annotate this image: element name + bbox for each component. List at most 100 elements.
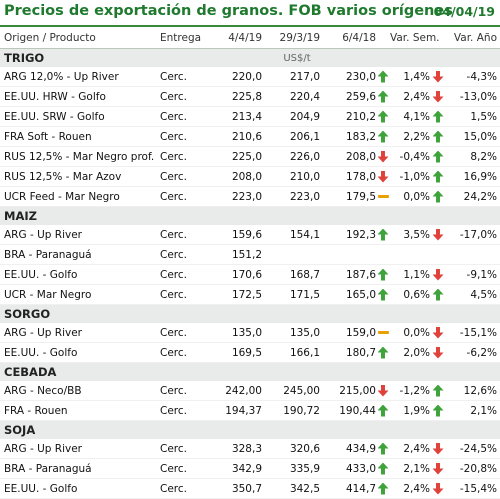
trend-cell <box>430 225 446 245</box>
price-date-3: 433,0 <box>320 458 376 479</box>
price-date-2: 204,9 <box>262 106 320 127</box>
var-week-value: -0,4% <box>390 146 430 167</box>
section-spacer <box>160 206 218 225</box>
up-arrow-icon <box>377 482 389 495</box>
var-year-value: -17,0% <box>446 225 500 245</box>
price-date-3: 414,7 <box>320 478 376 499</box>
trend-cell <box>430 400 446 421</box>
table-row: EE.UU. SRW - Golfo Cerc. 213,4 204,9 210,2 4,… <box>0 106 500 127</box>
table-row: ARG - Up River Cerc. 159,6 154,1 192,3 3,5% -1… <box>0 225 500 245</box>
trend-cell <box>430 284 446 305</box>
section-spacer <box>376 206 500 225</box>
product-name: ARG 12,0% - Up River <box>0 67 160 87</box>
price-date-2: 342,5 <box>262 478 320 499</box>
up-arrow-icon <box>377 70 389 83</box>
trend-cell <box>376 458 390 479</box>
table-row: ARG 12,0% - Up River Cerc. 220,0 217,0 230,0… <box>0 67 500 87</box>
var-year-value: -15,1% <box>446 323 500 343</box>
delivery-value: Cerc. <box>160 323 218 343</box>
section-name: SORGO <box>0 304 160 323</box>
down-arrow-icon <box>377 170 389 183</box>
var-year-value: 16,9% <box>446 166 500 187</box>
delivery-value: Cerc. <box>160 67 218 87</box>
trend-cell <box>376 400 390 421</box>
section-unit: US$/t <box>218 48 376 67</box>
section-name: SOJA <box>0 420 160 439</box>
price-date-1: 172,5 <box>218 284 262 305</box>
section-spacer <box>160 420 218 439</box>
price-table: Origen / Producto Entrega 4/4/19 29/3/19… <box>0 28 500 499</box>
price-date-3: 165,0 <box>320 284 376 305</box>
price-date-2: 206,1 <box>262 126 320 147</box>
up-arrow-icon <box>432 130 444 143</box>
product-name: UCR Feed - Mar Negro <box>0 186 160 207</box>
price-date-1: 169,5 <box>218 342 262 363</box>
price-date-1: 242,00 <box>218 381 262 401</box>
price-date-1: 220,0 <box>218 67 262 87</box>
product-name: ARG - Up River <box>0 225 160 245</box>
up-arrow-icon <box>432 404 444 417</box>
trend-cell <box>376 67 390 87</box>
var-year-value: 2,1% <box>446 400 500 421</box>
trend-cell <box>376 146 390 167</box>
var-week-value: 2,4% <box>390 478 430 499</box>
header-origin: Origen / Producto <box>0 28 160 49</box>
down-arrow-icon <box>432 70 444 83</box>
var-week-value: 0,0% <box>390 323 430 343</box>
section-header-sorgo: SORGO <box>0 304 500 323</box>
var-year-value <box>446 244 500 265</box>
section-header-maiz: MAIZ <box>0 206 500 225</box>
price-date-2: 171,5 <box>262 284 320 305</box>
product-name: ARG - Neco/BB <box>0 381 160 401</box>
table-row: EE.UU. - Golfo Cerc. 170,6 168,7 187,6 1,1% -9… <box>0 264 500 285</box>
up-arrow-icon <box>432 384 444 397</box>
price-date-1: 170,6 <box>218 264 262 285</box>
var-week-value <box>390 244 430 265</box>
header-var-week: Var. Sem. <box>390 28 440 49</box>
trend-cell <box>430 146 446 167</box>
var-year-value: 1,5% <box>446 106 500 127</box>
table-row: ARG - Up River Cerc. 135,0 135,0 159,0 0,0% -1… <box>0 323 500 343</box>
product-name: RUS 12,5% - Mar Azov <box>0 166 160 187</box>
up-arrow-icon <box>377 288 389 301</box>
var-week-value: 2,0% <box>390 342 430 363</box>
trend-cell <box>430 439 446 459</box>
price-date-3: 179,5 <box>320 186 376 207</box>
var-year-value: -15,4% <box>446 478 500 499</box>
table-row: BRA - Paranaguá Cerc. 151,2 <box>0 244 500 265</box>
price-date-3: 259,6 <box>320 86 376 107</box>
price-date-1: 225,8 <box>218 86 262 107</box>
table-row: FRA Soft - Rouen Cerc. 210,6 206,1 183,2 2,2%… <box>0 126 500 147</box>
trend-cell <box>430 166 446 187</box>
var-week-value: 2,1% <box>390 458 430 479</box>
var-year-value: -9,1% <box>446 264 500 285</box>
down-arrow-icon <box>432 462 444 475</box>
trend-cell <box>376 106 390 127</box>
down-arrow-icon <box>432 90 444 103</box>
price-date-3: 180,7 <box>320 342 376 363</box>
price-date-1: 194,37 <box>218 400 262 421</box>
down-arrow-icon <box>432 442 444 455</box>
product-name: EE.UU. SRW - Golfo <box>0 106 160 127</box>
up-arrow-icon <box>377 110 389 123</box>
delivery-value: Cerc. <box>160 186 218 207</box>
up-arrow-icon <box>432 170 444 183</box>
table-row: RUS 12,5% - Mar Azov Cerc. 208,0 210,0 178,0… <box>0 166 500 187</box>
var-year-value: 15,0% <box>446 126 500 147</box>
trend-cell <box>430 478 446 499</box>
price-date-3: 210,2 <box>320 106 376 127</box>
delivery-value: Cerc. <box>160 86 218 107</box>
price-date-2: 166,1 <box>262 342 320 363</box>
product-name: EE.UU. - Golfo <box>0 264 160 285</box>
down-arrow-icon <box>432 326 444 339</box>
up-arrow-icon <box>377 268 389 281</box>
up-arrow-icon <box>432 288 444 301</box>
price-date-1: 213,4 <box>218 106 262 127</box>
trend-cell <box>430 342 446 363</box>
delivery-value: Cerc. <box>160 381 218 401</box>
section-spacer <box>376 48 500 67</box>
trend-cell <box>430 186 446 207</box>
flat-dash-icon <box>377 331 389 334</box>
delivery-value: Cerc. <box>160 342 218 363</box>
trend-cell <box>376 86 390 107</box>
